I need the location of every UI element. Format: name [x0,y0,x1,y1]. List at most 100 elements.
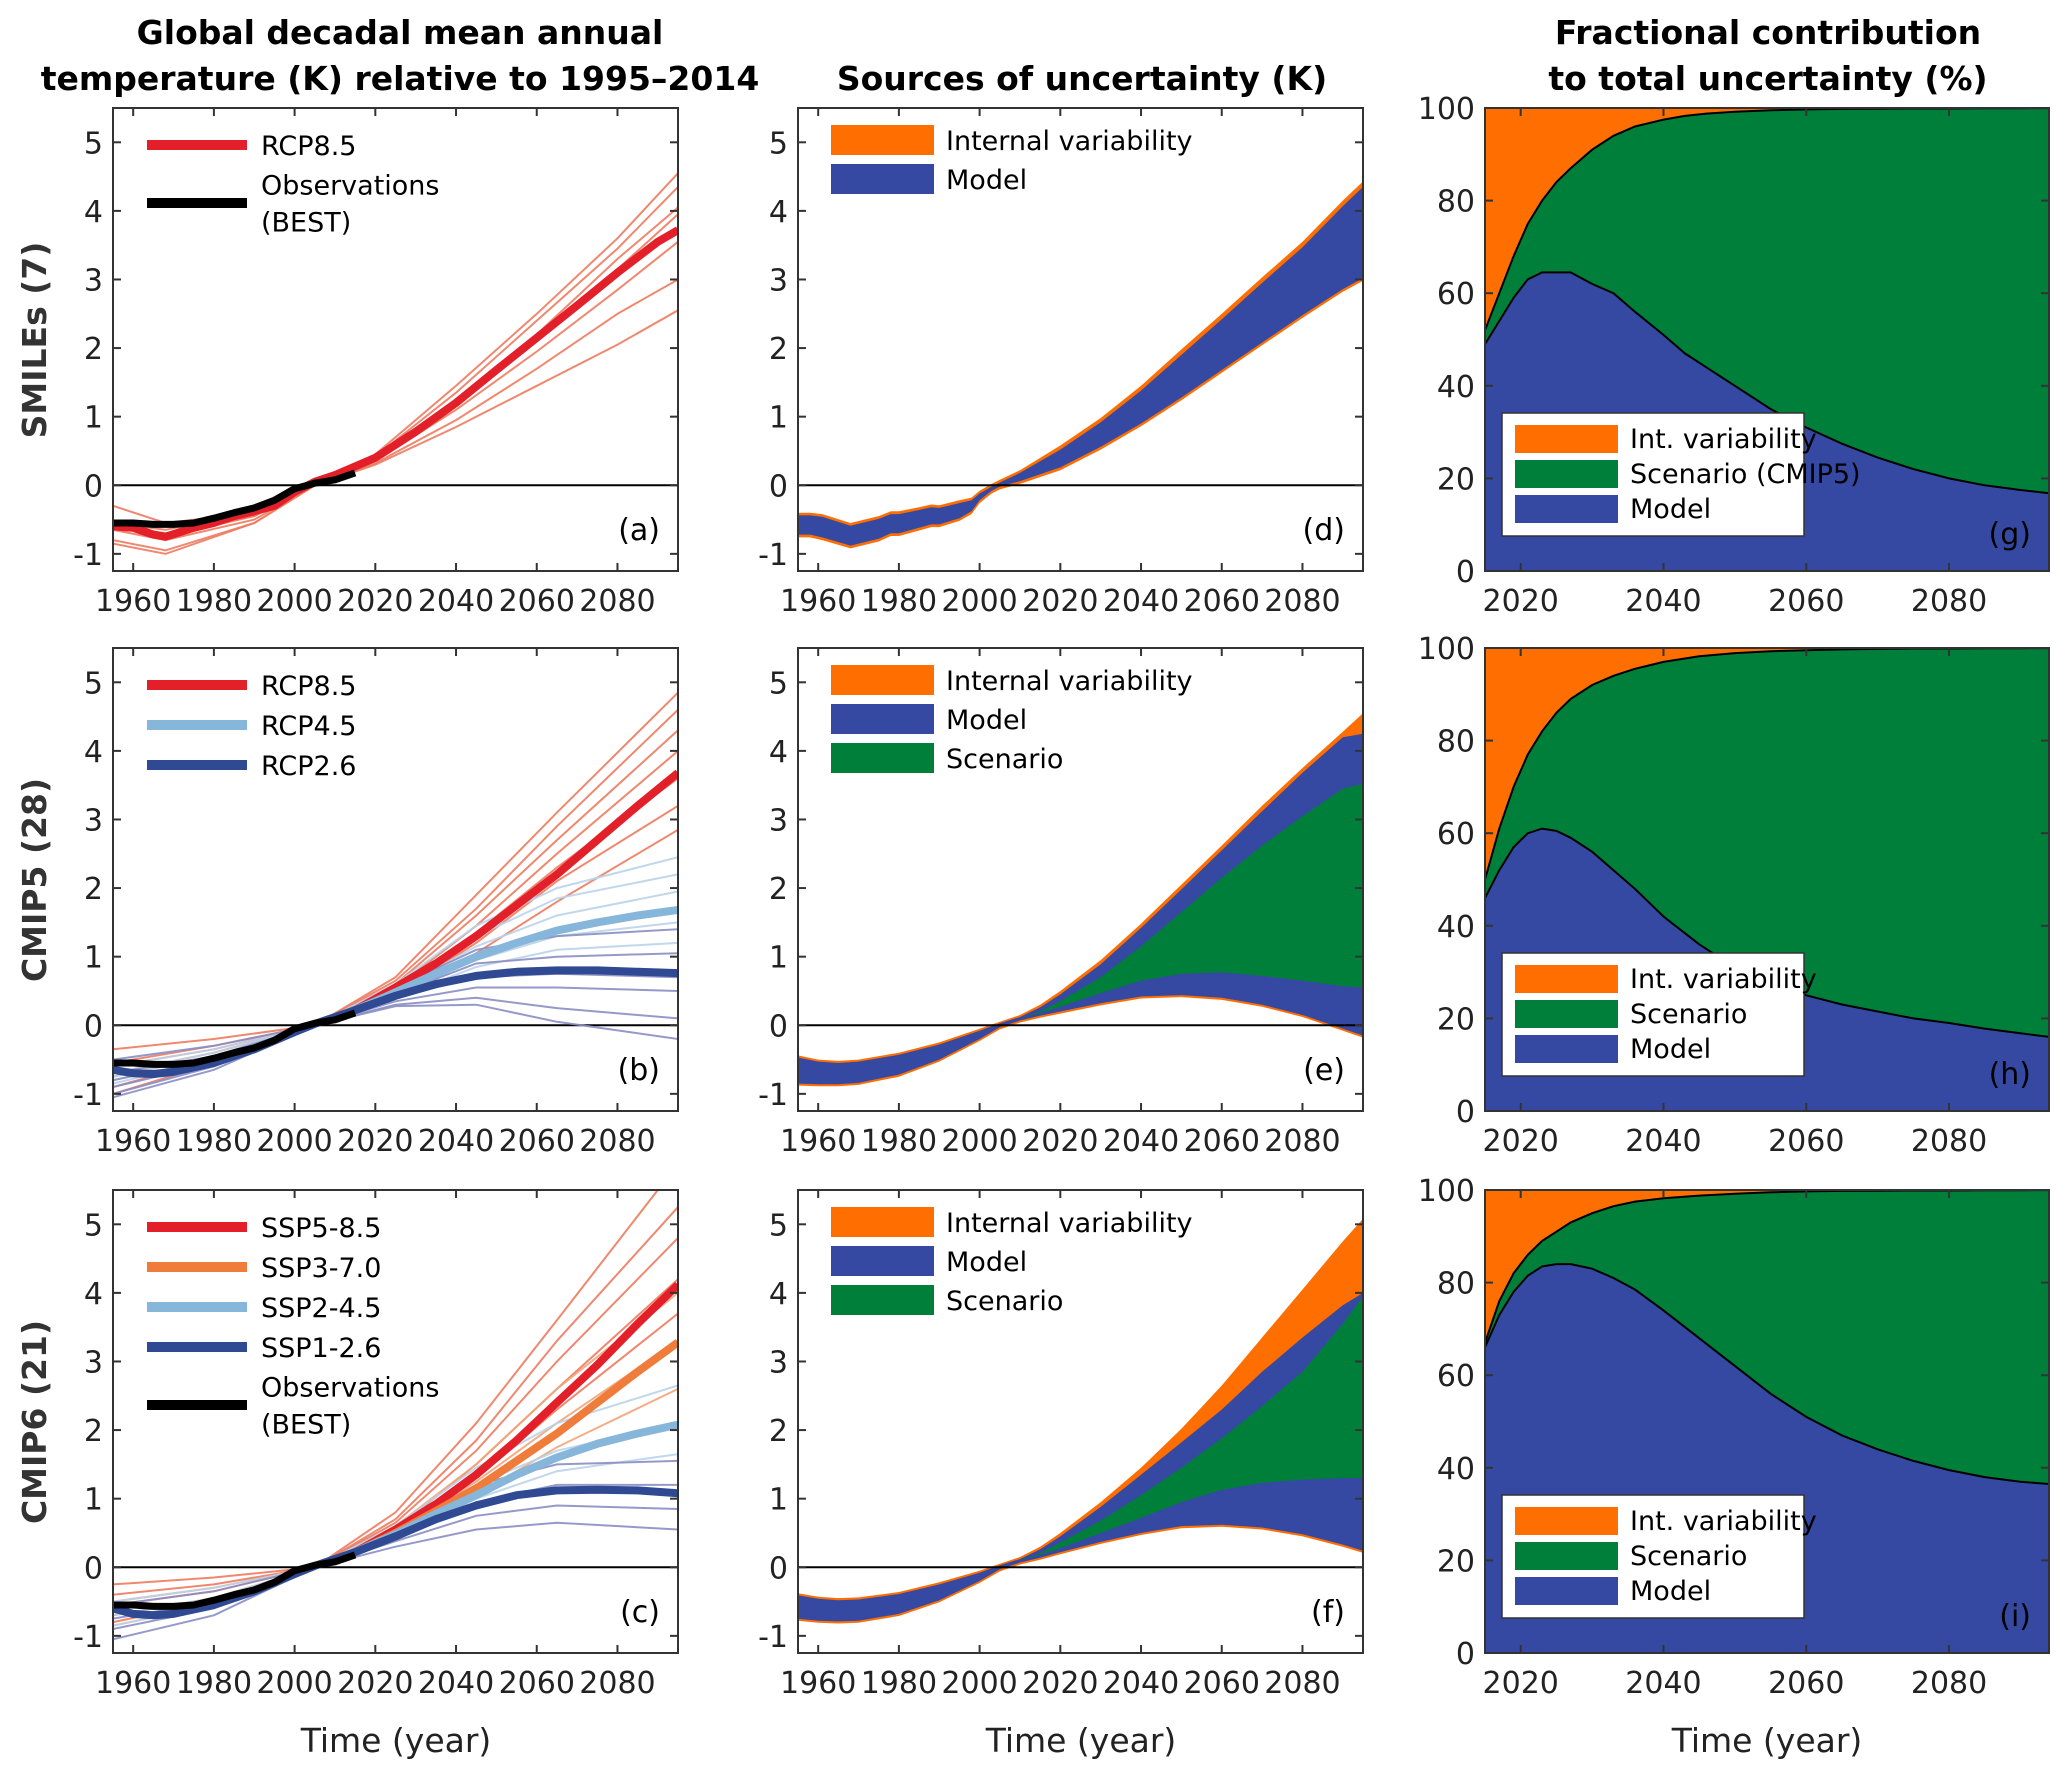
series-line-rcp4-5-mean [353,906,678,1014]
legend-label: Internal variability [946,126,1193,157]
column-titles: Global decadal mean annual temperature (… [41,13,1988,98]
x-tick-label: 1980 [176,1666,252,1701]
legend: Internal variability Model Scenario [831,1207,1193,1317]
series-line-ssp5-8-5-mean [353,1281,678,1556]
x-tick-label: 2060 [1184,1124,1260,1159]
legend-label: RCP2.6 [261,751,357,782]
x-tick-label: 2060 [1768,1124,1844,1159]
y-tick-label: 5 [84,1208,103,1243]
x-tick-label: 2020 [1022,584,1098,619]
legend-label: Observations [261,1373,439,1404]
y-tick-label: 0 [84,469,103,504]
panel-tag: (b) [618,1053,660,1088]
y-tick-label: 40 [1437,370,1475,405]
band-model [798,733,1363,1085]
legend-label: Observations [261,171,439,202]
x-tick-label: 2020 [337,1124,413,1159]
x-tick-label: 2020 [1483,584,1559,619]
legend-label: Int. variability [1630,964,1817,995]
x-axis-label-col1: Time (year) [300,1721,492,1760]
y-tick-label: 0 [84,1551,103,1586]
y-tick-label: 5 [84,666,103,701]
x-tick-label: 1980 [176,584,252,619]
panel-d: 1960 1980 2000 2020 2040 2060 2080 -1 0 1 2 3 4 5 (d) I… [758,107,1364,619]
y-tick-label: 60 [1437,1359,1475,1394]
panel-tag: (i) [1999,1599,2031,1634]
col-title-1-line-2: temperature (K) relative to 1995–2014 [41,59,760,98]
y-tick-label: 1 [769,941,788,976]
y-tick-label: 5 [84,126,103,161]
legend-swatch-internal-variability [831,125,934,155]
x-tick-label: 2040 [1625,1124,1701,1159]
legend: Internal variability Model Scenario [831,665,1193,775]
y-tick-label: 2 [84,1414,103,1449]
ensemble-member-line [113,1206,678,1596]
legend-swatch-model [831,164,934,194]
legend-swatch-scenario [831,1285,934,1315]
ensemble-member-line [113,186,678,538]
ensemble-member-line [113,1521,678,1641]
legend-label: Scenario [946,1286,1063,1317]
y-tick-label: 1 [84,1483,103,1518]
legend: RCP8.5 RCP4.5 RCP2.6 [147,671,357,782]
x-tick-label: 2000 [941,1124,1017,1159]
panel-tag: (f) [1311,1595,1345,1630]
y-tick-label: 80 [1437,725,1475,760]
y-tick-label: 20 [1437,462,1475,497]
legend-label: RCP8.5 [261,131,357,162]
row-label-cmip6: CMIP6 (21) [15,1320,54,1524]
axes-frame [1484,647,2050,1112]
x-tick-label: 2080 [1264,1124,1340,1159]
x-tick-label: 2040 [418,1666,494,1701]
series-line-observations-best- [113,1551,357,1610]
x-tick-label: 2020 [1483,1666,1559,1701]
legend-label: SSP2-4.5 [261,1293,381,1324]
legend-label: SSP3-7.0 [261,1253,381,1284]
y-tick-label: 100 [1418,1174,1475,1209]
y-tick-label: 1 [769,1483,788,1518]
legend-label: Model [946,705,1027,736]
y-tick-label: -1 [758,538,788,573]
y-tick-label: 3 [769,263,788,298]
legend-label: Internal variability [946,666,1193,697]
plot-area [798,1218,1363,1624]
x-tick-label: 2080 [1911,584,1987,619]
y-tick-label: 0 [769,469,788,504]
y-tick-label: 4 [769,195,788,230]
x-tick-label: 1960 [95,1124,171,1159]
x-tick-label: 2000 [941,584,1017,619]
ensemble-member-line [113,241,678,535]
legend-swatch-internal-variability [831,665,934,695]
y-tick-label: 0 [769,1009,788,1044]
legend-swatch-scenario [1515,460,1618,488]
panel-a: 1960 1980 2000 2020 2040 2060 2080 -1 0 1 2 3 4 5 (a) R… [73,107,679,619]
y-tick-label: -1 [73,1078,103,1113]
x-tick-label: 1960 [780,1124,856,1159]
legend-swatch-model [1515,1577,1618,1605]
legend-swatch-model [1515,495,1618,523]
legend-label: Scenario (CMIP5) [1630,459,1861,490]
y-tick-label: 5 [769,126,788,161]
legend-label: (BEST) [261,1410,351,1441]
legend-label: RCP8.5 [261,671,357,702]
y-tick-label: 2 [769,872,788,907]
x-tick-label: 2060 [499,584,575,619]
x-tick-label: 1960 [780,584,856,619]
y-tick-label: 60 [1437,277,1475,312]
x-tick-label: 2080 [579,584,655,619]
y-tick-label: 2 [84,872,103,907]
legend-label: Internal variability [946,1208,1193,1239]
y-tick-label: 4 [769,1277,788,1312]
ensemble-member-line [113,1190,659,1586]
y-tick-label: 2 [769,332,788,367]
x-tick-label: 2020 [337,584,413,619]
x-tick-label: 2060 [499,1124,575,1159]
legend-swatch-model [831,1246,934,1276]
panel-tag: (a) [618,513,660,548]
ensemble-member-line [113,213,678,542]
col-title-3-line-1: Fractional contribution [1555,13,1981,52]
x-tick-label: 2040 [1625,584,1701,619]
x-tick-label: 1960 [95,1666,171,1701]
x-tick-label: 1980 [861,584,937,619]
